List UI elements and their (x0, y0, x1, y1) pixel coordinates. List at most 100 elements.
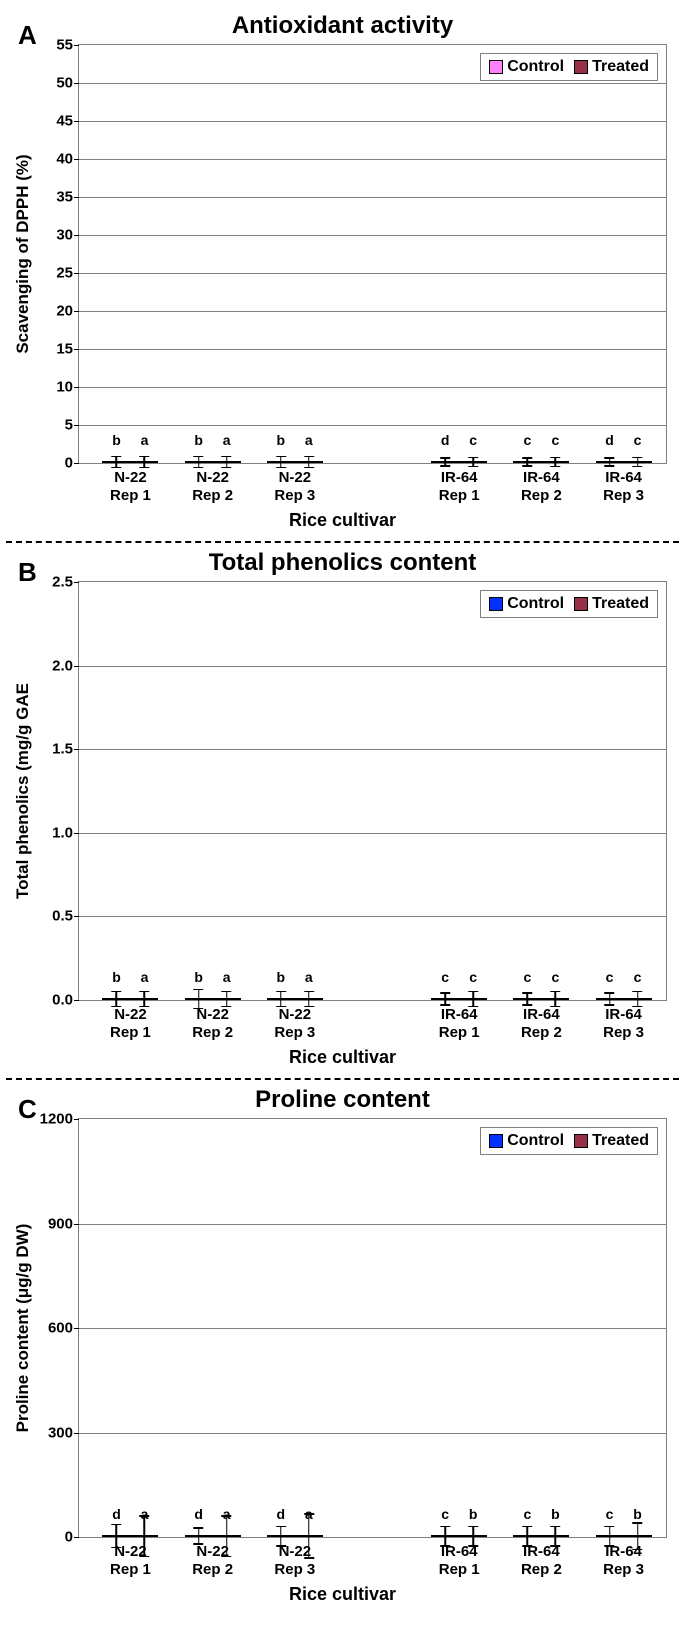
x-tick-label: N-22 Rep 1 (110, 1006, 151, 1042)
bar: c (431, 998, 459, 1000)
bar-pair: cc (431, 998, 487, 1000)
bar-pair: cb (431, 1535, 487, 1537)
y-tick-label: 1.5 (52, 741, 73, 758)
panel-letter: A (18, 20, 37, 51)
bar: a (130, 1535, 158, 1537)
bar: c (624, 998, 652, 1000)
error-bar-lower (555, 462, 557, 467)
bar: b (267, 461, 295, 463)
bar-pair: da (102, 1535, 158, 1537)
bar-pair: cb (513, 1535, 569, 1537)
error-bar-lower (527, 999, 529, 1006)
error-bar-upper (637, 1522, 639, 1536)
error-bar-upper (527, 1526, 529, 1537)
bar: b (624, 1535, 652, 1537)
y-tick-label: 10 (56, 379, 73, 396)
bar-pair: ba (267, 998, 323, 1000)
y-tick-label: 900 (48, 1215, 73, 1232)
x-tick-label: N-22 Rep 3 (274, 469, 315, 505)
significance-label: a (305, 1506, 313, 1522)
significance-label: c (469, 432, 477, 448)
bars-layer: bababacccccc (79, 582, 666, 1000)
x-tick-label: N-22 Rep 2 (192, 1006, 233, 1042)
significance-label: c (441, 969, 449, 985)
y-tick-label: 55 (56, 37, 73, 54)
bar: a (213, 461, 241, 463)
panel-C: CProline contentProline content (μg/g DW… (6, 1086, 679, 1615)
x-tick-label: IR-64 Rep 3 (603, 1006, 644, 1042)
bar: d (102, 1535, 130, 1537)
y-tick-label: 50 (56, 75, 73, 92)
x-tick-label: N-22 Rep 1 (110, 469, 151, 505)
bar: a (295, 998, 323, 1000)
error-bar-upper (144, 991, 146, 999)
bar-pair: da (185, 1535, 241, 1537)
error-bar-upper (198, 1527, 200, 1536)
bar: d (267, 1535, 295, 1537)
panel-title: Total phenolics content (6, 549, 679, 577)
y-tick-label: 2.5 (52, 574, 73, 591)
x-tick-label: IR-64 Rep 3 (603, 1543, 644, 1579)
bar-pair: da (267, 1535, 323, 1537)
bar: c (459, 998, 487, 1000)
significance-label: a (305, 432, 313, 448)
y-tick-label: 300 (48, 1424, 73, 1441)
y-tick-label: 25 (56, 265, 73, 282)
x-tick-label: N-22 Rep 1 (110, 1543, 151, 1579)
error-bar-upper (472, 991, 474, 999)
bar: c (513, 1535, 541, 1537)
error-bar-upper (472, 1526, 474, 1537)
x-tick-label: IR-64 Rep 1 (439, 1543, 480, 1579)
bar: a (295, 1535, 323, 1537)
y-tick-label: 1200 (40, 1111, 73, 1128)
x-axis-title: Rice cultivar (6, 1047, 679, 1068)
error-bar-upper (527, 992, 529, 999)
error-bar-lower (226, 462, 228, 468)
chart-area: Total phenolics (mg/g GAE0.00.51.01.52.0… (78, 581, 667, 1001)
error-bar-lower (637, 462, 639, 467)
significance-label: b (112, 432, 121, 448)
significance-label: d (194, 1506, 203, 1522)
significance-label: c (523, 969, 531, 985)
bar: c (624, 461, 652, 463)
error-bar-upper (609, 992, 611, 999)
error-bar-lower (116, 462, 118, 468)
panel-letter: C (18, 1094, 37, 1125)
significance-label: b (194, 432, 203, 448)
bar: a (130, 461, 158, 463)
error-bar-lower (609, 462, 611, 467)
error-bar-upper (609, 1526, 611, 1537)
significance-label: b (194, 969, 203, 985)
error-bar-upper (198, 989, 200, 999)
y-tick-label: 15 (56, 341, 73, 358)
significance-label: a (305, 969, 313, 985)
bar: b (459, 1535, 487, 1537)
significance-label: c (523, 432, 531, 448)
significance-label: c (469, 969, 477, 985)
y-tick-label: 0.5 (52, 908, 73, 925)
y-tick-label: 0 (65, 1529, 73, 1546)
bar-pair: ba (185, 461, 241, 463)
bar-pair: dc (431, 461, 487, 463)
significance-label: c (551, 432, 559, 448)
significance-label: c (606, 1506, 614, 1522)
x-tick-label: IR-64 Rep 3 (603, 469, 644, 505)
significance-label: c (634, 432, 642, 448)
x-tick-label: N-22 Rep 3 (274, 1543, 315, 1579)
bar-pair: dc (596, 461, 652, 463)
x-axis-title: Rice cultivar (6, 510, 679, 531)
bar-pair: cc (513, 461, 569, 463)
error-bar-upper (116, 1524, 118, 1536)
x-tick-label: IR-64 Rep 1 (439, 1006, 480, 1042)
panel-letter: B (18, 557, 37, 588)
significance-label: b (469, 1506, 478, 1522)
bar: b (102, 461, 130, 463)
bar: a (295, 461, 323, 463)
significance-label: d (277, 1506, 286, 1522)
bar: c (431, 1535, 459, 1537)
significance-label: b (277, 969, 286, 985)
significance-label: c (551, 969, 559, 985)
bar: c (513, 461, 541, 463)
error-bar-upper (280, 1526, 282, 1537)
bar-pair: cb (596, 1535, 652, 1537)
